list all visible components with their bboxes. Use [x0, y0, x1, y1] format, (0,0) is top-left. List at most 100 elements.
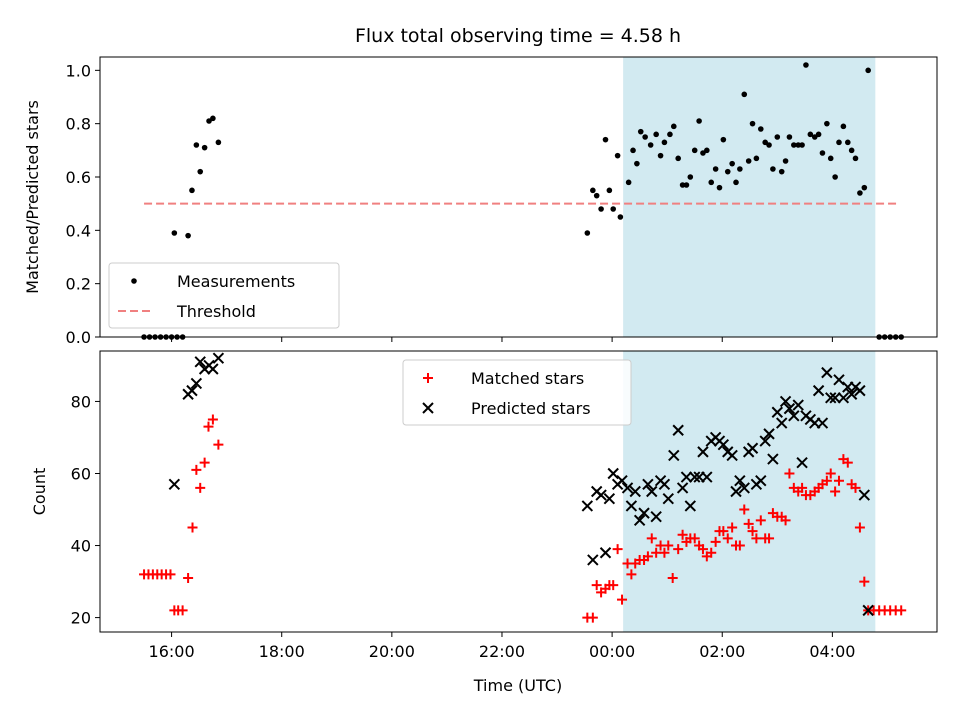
- data-point: [186, 384, 198, 397]
- data-point: [593, 192, 600, 199]
- data-point: [737, 166, 743, 172]
- data-point: [647, 142, 654, 148]
- data-point: [770, 166, 776, 172]
- y-tick-label: 0.2: [66, 275, 91, 294]
- x-tick-label: 20:00: [369, 642, 415, 661]
- data-point: [691, 147, 698, 154]
- data-point: [833, 475, 844, 486]
- plot-frame: [99, 350, 938, 633]
- data-point: [642, 134, 648, 140]
- legend-label: Measurements: [177, 272, 295, 291]
- data-point: [646, 533, 657, 544]
- legend-marker: [422, 402, 434, 414]
- data-point: [816, 417, 829, 429]
- data-point: [642, 551, 653, 562]
- data-point: [683, 182, 690, 188]
- x-tick-label: 04:00: [809, 642, 855, 661]
- data-point: [739, 504, 750, 515]
- x-tick-label: 02:00: [699, 642, 745, 661]
- series-matched-stars: [139, 414, 907, 623]
- data-point: [815, 131, 822, 138]
- data-point: [857, 190, 863, 196]
- data-point: [667, 572, 678, 583]
- data-point: [171, 230, 178, 236]
- series-measurements: [141, 62, 905, 340]
- y-tick-label: 40: [71, 537, 91, 556]
- data-point: [751, 533, 762, 544]
- data-point: [722, 533, 733, 544]
- data-point: [610, 206, 617, 212]
- data-point: [734, 474, 746, 487]
- y-tick-label: 20: [71, 609, 91, 628]
- data-point: [726, 449, 738, 462]
- data-point: [753, 155, 760, 162]
- data-point: [727, 522, 738, 533]
- data-point: [203, 421, 214, 432]
- data-point: [795, 142, 802, 148]
- data-point: [584, 230, 591, 236]
- data-point: [625, 179, 632, 186]
- data-point: [784, 468, 795, 479]
- data-point: [717, 438, 730, 451]
- data-point: [821, 475, 832, 486]
- data-point: [602, 136, 609, 143]
- data-point: [774, 134, 781, 140]
- data-point: [749, 120, 756, 127]
- data-point: [829, 392, 841, 404]
- data-point: [629, 485, 641, 498]
- data-point: [755, 515, 766, 526]
- legend-box: [402, 359, 632, 426]
- data-point: [844, 139, 851, 146]
- data-point: [599, 547, 612, 559]
- data-point: [625, 500, 638, 512]
- data-point: [733, 179, 739, 186]
- data-point: [862, 604, 874, 617]
- data-point: [185, 232, 191, 239]
- data-point: [614, 152, 621, 159]
- data-point: [697, 446, 709, 458]
- data-point: [812, 384, 825, 397]
- data-point: [673, 544, 684, 555]
- data-point: [612, 544, 623, 555]
- data-point: [786, 134, 793, 140]
- data-point: [608, 580, 619, 591]
- data-point: [842, 457, 853, 468]
- data-point: [659, 547, 670, 558]
- data-point: [646, 485, 658, 498]
- data-point: [190, 377, 203, 390]
- data-point: [616, 474, 628, 487]
- data-point: [850, 482, 861, 493]
- data-point: [662, 492, 674, 505]
- x-tick-label: 00:00: [589, 642, 635, 661]
- data-point: [638, 507, 650, 519]
- data-point: [776, 417, 788, 429]
- legend-marker: [131, 278, 137, 284]
- data-point: [865, 67, 871, 74]
- data-point: [187, 522, 198, 533]
- data-point: [634, 160, 640, 167]
- data-point: [661, 139, 668, 146]
- data-point: [667, 131, 673, 138]
- data-point: [704, 147, 710, 154]
- data-point: [197, 168, 204, 175]
- data-point: [767, 453, 779, 465]
- data-point: [183, 572, 194, 583]
- data-point: [780, 515, 791, 526]
- panel-counts: 20 40 60 80 16:00 18:00 20:00 22:00 00:00 02:00 04…: [30, 350, 938, 661]
- data-point: [650, 511, 662, 523]
- data-point: [825, 392, 837, 404]
- data-point: [637, 128, 644, 135]
- data-point: [720, 136, 727, 143]
- data-point: [858, 489, 871, 501]
- data-point: [701, 471, 713, 483]
- data-point: [779, 395, 792, 408]
- data-point: [854, 522, 865, 533]
- legend-marker: [423, 373, 433, 383]
- data-point: [177, 605, 188, 616]
- y-axis-label: Count: [30, 468, 49, 516]
- data-point: [724, 168, 731, 175]
- data-point: [670, 123, 677, 130]
- data-point: [212, 352, 225, 364]
- data-point: [836, 139, 842, 146]
- data-point: [819, 150, 826, 156]
